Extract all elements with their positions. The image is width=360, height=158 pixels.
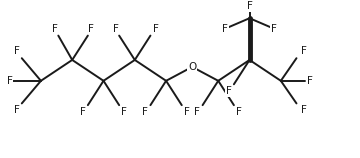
Text: F: F (113, 24, 118, 34)
Text: F: F (194, 107, 200, 117)
Text: F: F (14, 46, 19, 56)
Text: F: F (80, 107, 86, 117)
Text: F: F (226, 86, 231, 96)
Text: F: F (301, 105, 306, 115)
Text: F: F (153, 24, 159, 34)
Text: F: F (52, 24, 58, 34)
Text: F: F (247, 1, 252, 11)
Text: F: F (7, 76, 13, 86)
Text: F: F (271, 24, 277, 34)
Text: F: F (89, 24, 94, 34)
Text: F: F (14, 105, 19, 115)
Text: F: F (236, 107, 242, 117)
Text: F: F (184, 107, 190, 117)
Text: F: F (121, 107, 127, 117)
Text: O: O (188, 62, 196, 72)
Text: F: F (222, 24, 228, 34)
Text: F: F (142, 107, 148, 117)
Text: F: F (301, 46, 306, 56)
Text: F: F (307, 76, 313, 86)
